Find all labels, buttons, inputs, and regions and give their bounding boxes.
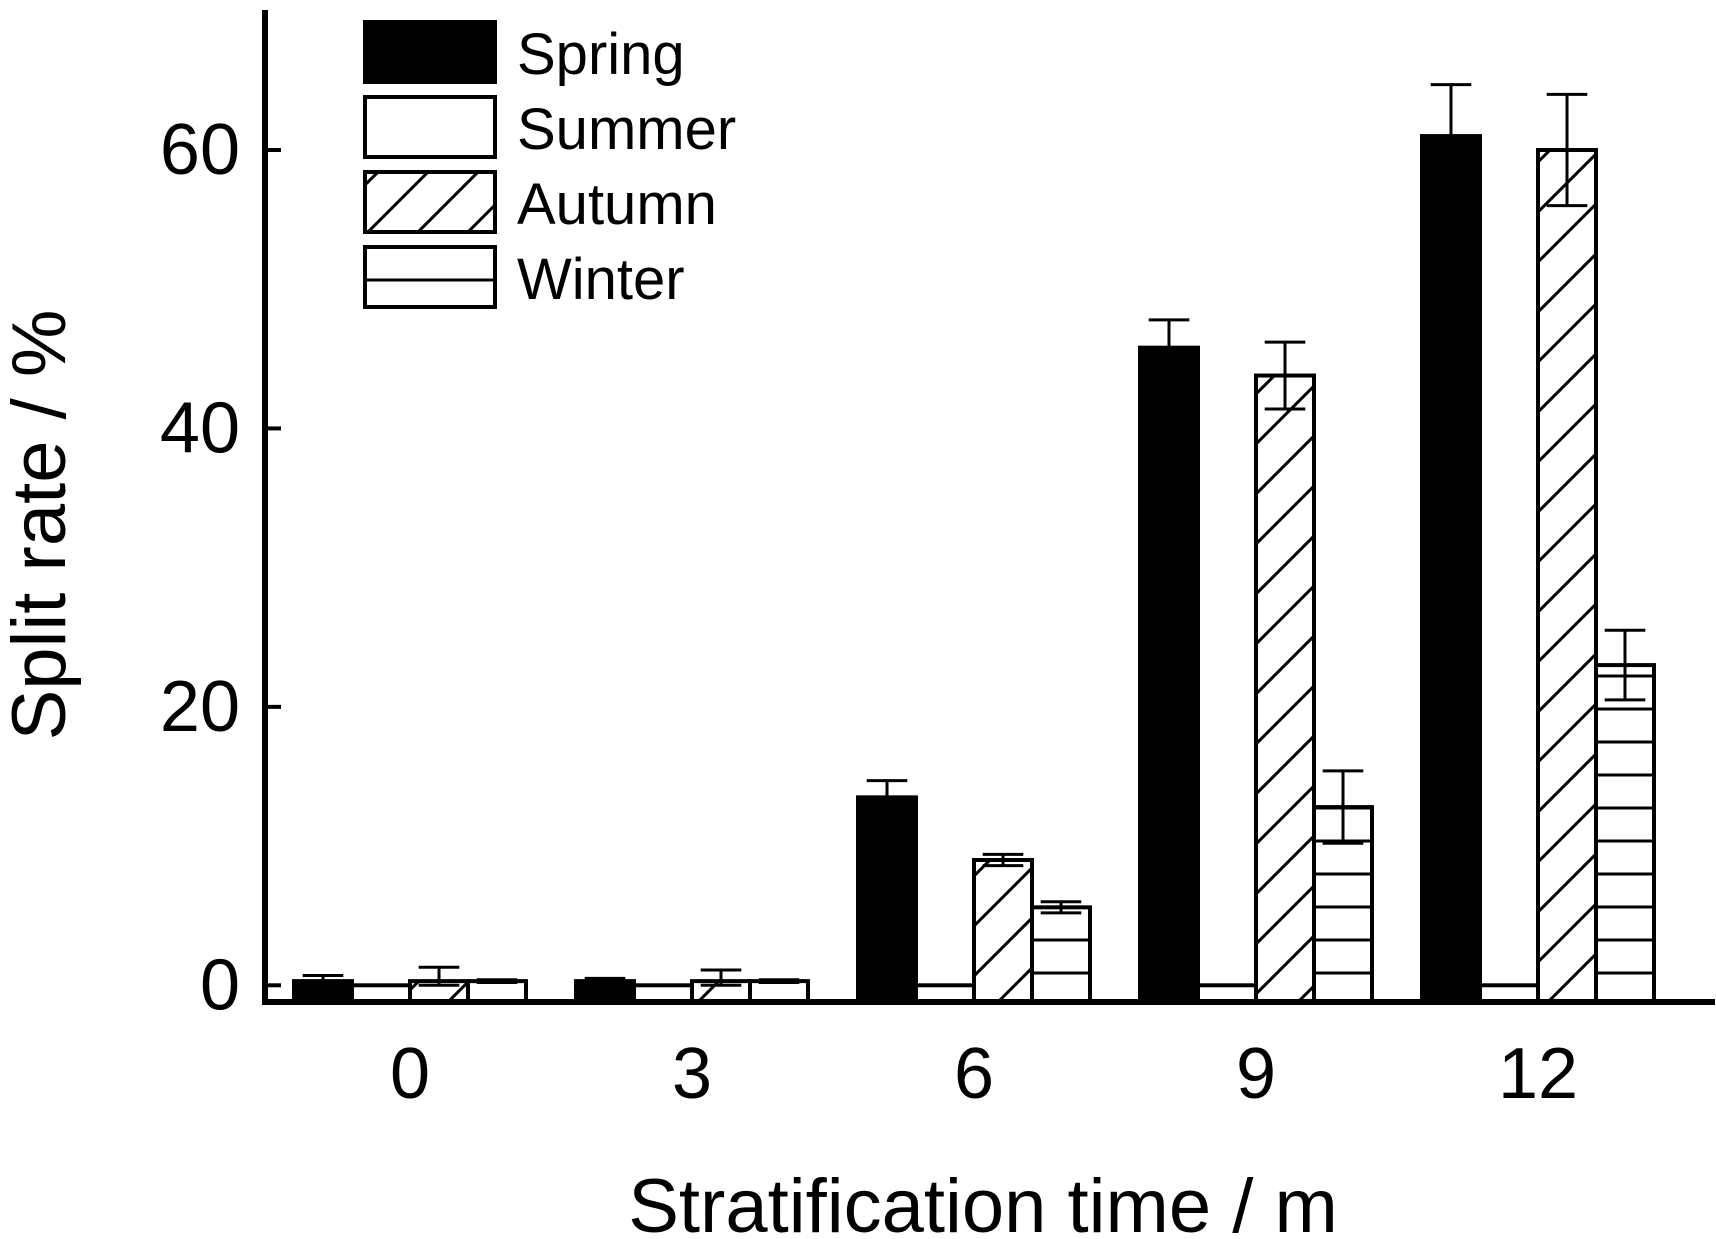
y-tick-label-60: 60 <box>160 110 240 190</box>
error-bar-autumn-3 <box>700 968 742 987</box>
x-tick-label-6: 6 <box>954 1034 994 1114</box>
error-bar-winter-12 <box>1604 628 1646 702</box>
x-tick-label-12: 12 <box>1498 1034 1578 1114</box>
x-tick-label-9: 9 <box>1236 1034 1276 1114</box>
bar-winter-12 <box>1594 663 1656 1004</box>
error-bar-spring-0 <box>302 974 344 987</box>
error-bar-winter-3 <box>758 978 800 985</box>
error-bar-autumn-6 <box>982 852 1024 868</box>
legend-swatch-summer <box>363 95 497 159</box>
y-tick-label-20: 20 <box>160 667 240 747</box>
error-bar-winter-0 <box>476 978 518 985</box>
labels-layer: Stratification time / m Split rate / % <box>0 310 1338 1239</box>
error-bar-winter-9 <box>1322 769 1364 845</box>
error-bar-spring-12 <box>1430 83 1472 190</box>
bar-spring-6 <box>856 795 918 1005</box>
y-tick-label-0: 0 <box>200 945 240 1025</box>
error-bar-autumn-0 <box>418 965 460 987</box>
bar-autumn-12 <box>1536 148 1598 1004</box>
y-tick-label-40: 40 <box>160 388 240 468</box>
legend: Spring Summer Autumn Winter <box>363 20 736 312</box>
legend-item-autumn: Autumn <box>363 170 717 237</box>
x-tick-label-3: 3 <box>672 1034 712 1114</box>
legend-label-winter: Winter <box>517 247 685 312</box>
legend-item-spring: Spring <box>363 20 685 87</box>
legend-swatch-winter <box>363 245 497 309</box>
bars-layer <box>292 83 1656 1005</box>
legend-label-spring: Spring <box>517 22 685 87</box>
error-bar-spring-9 <box>1148 318 1190 378</box>
legend-swatch-spring <box>363 20 497 84</box>
bar-autumn-9 <box>1254 373 1316 1004</box>
axes-layer: 0 20 40 60 0 3 6 9 12 <box>160 10 1715 1114</box>
error-bar-autumn-12 <box>1546 92 1588 208</box>
legend-swatch-autumn <box>363 170 497 234</box>
bar-autumn-6 <box>972 858 1034 1004</box>
error-bar-winter-6 <box>1040 900 1082 915</box>
error-bar-spring-3 <box>584 976 626 986</box>
error-bar-autumn-9 <box>1264 340 1306 411</box>
x-tick-label-0: 0 <box>390 1034 430 1114</box>
bar-winter-0 <box>466 979 528 1005</box>
bar-spring-9 <box>1138 345 1200 1004</box>
legend-label-autumn: Autumn <box>517 172 717 237</box>
legend-label-summer: Summer <box>517 97 736 162</box>
legend-item-winter: Winter <box>363 245 685 312</box>
bar-spring-12 <box>1420 134 1482 1004</box>
x-axis-label: Stratification time / m <box>628 1164 1338 1239</box>
legend-item-summer: Summer <box>363 95 736 162</box>
error-bar-spring-6 <box>866 779 908 816</box>
bar-winter-6 <box>1030 905 1092 1004</box>
bar-winter-3 <box>748 979 810 1005</box>
y-axis-label: Split rate / % <box>0 310 82 741</box>
